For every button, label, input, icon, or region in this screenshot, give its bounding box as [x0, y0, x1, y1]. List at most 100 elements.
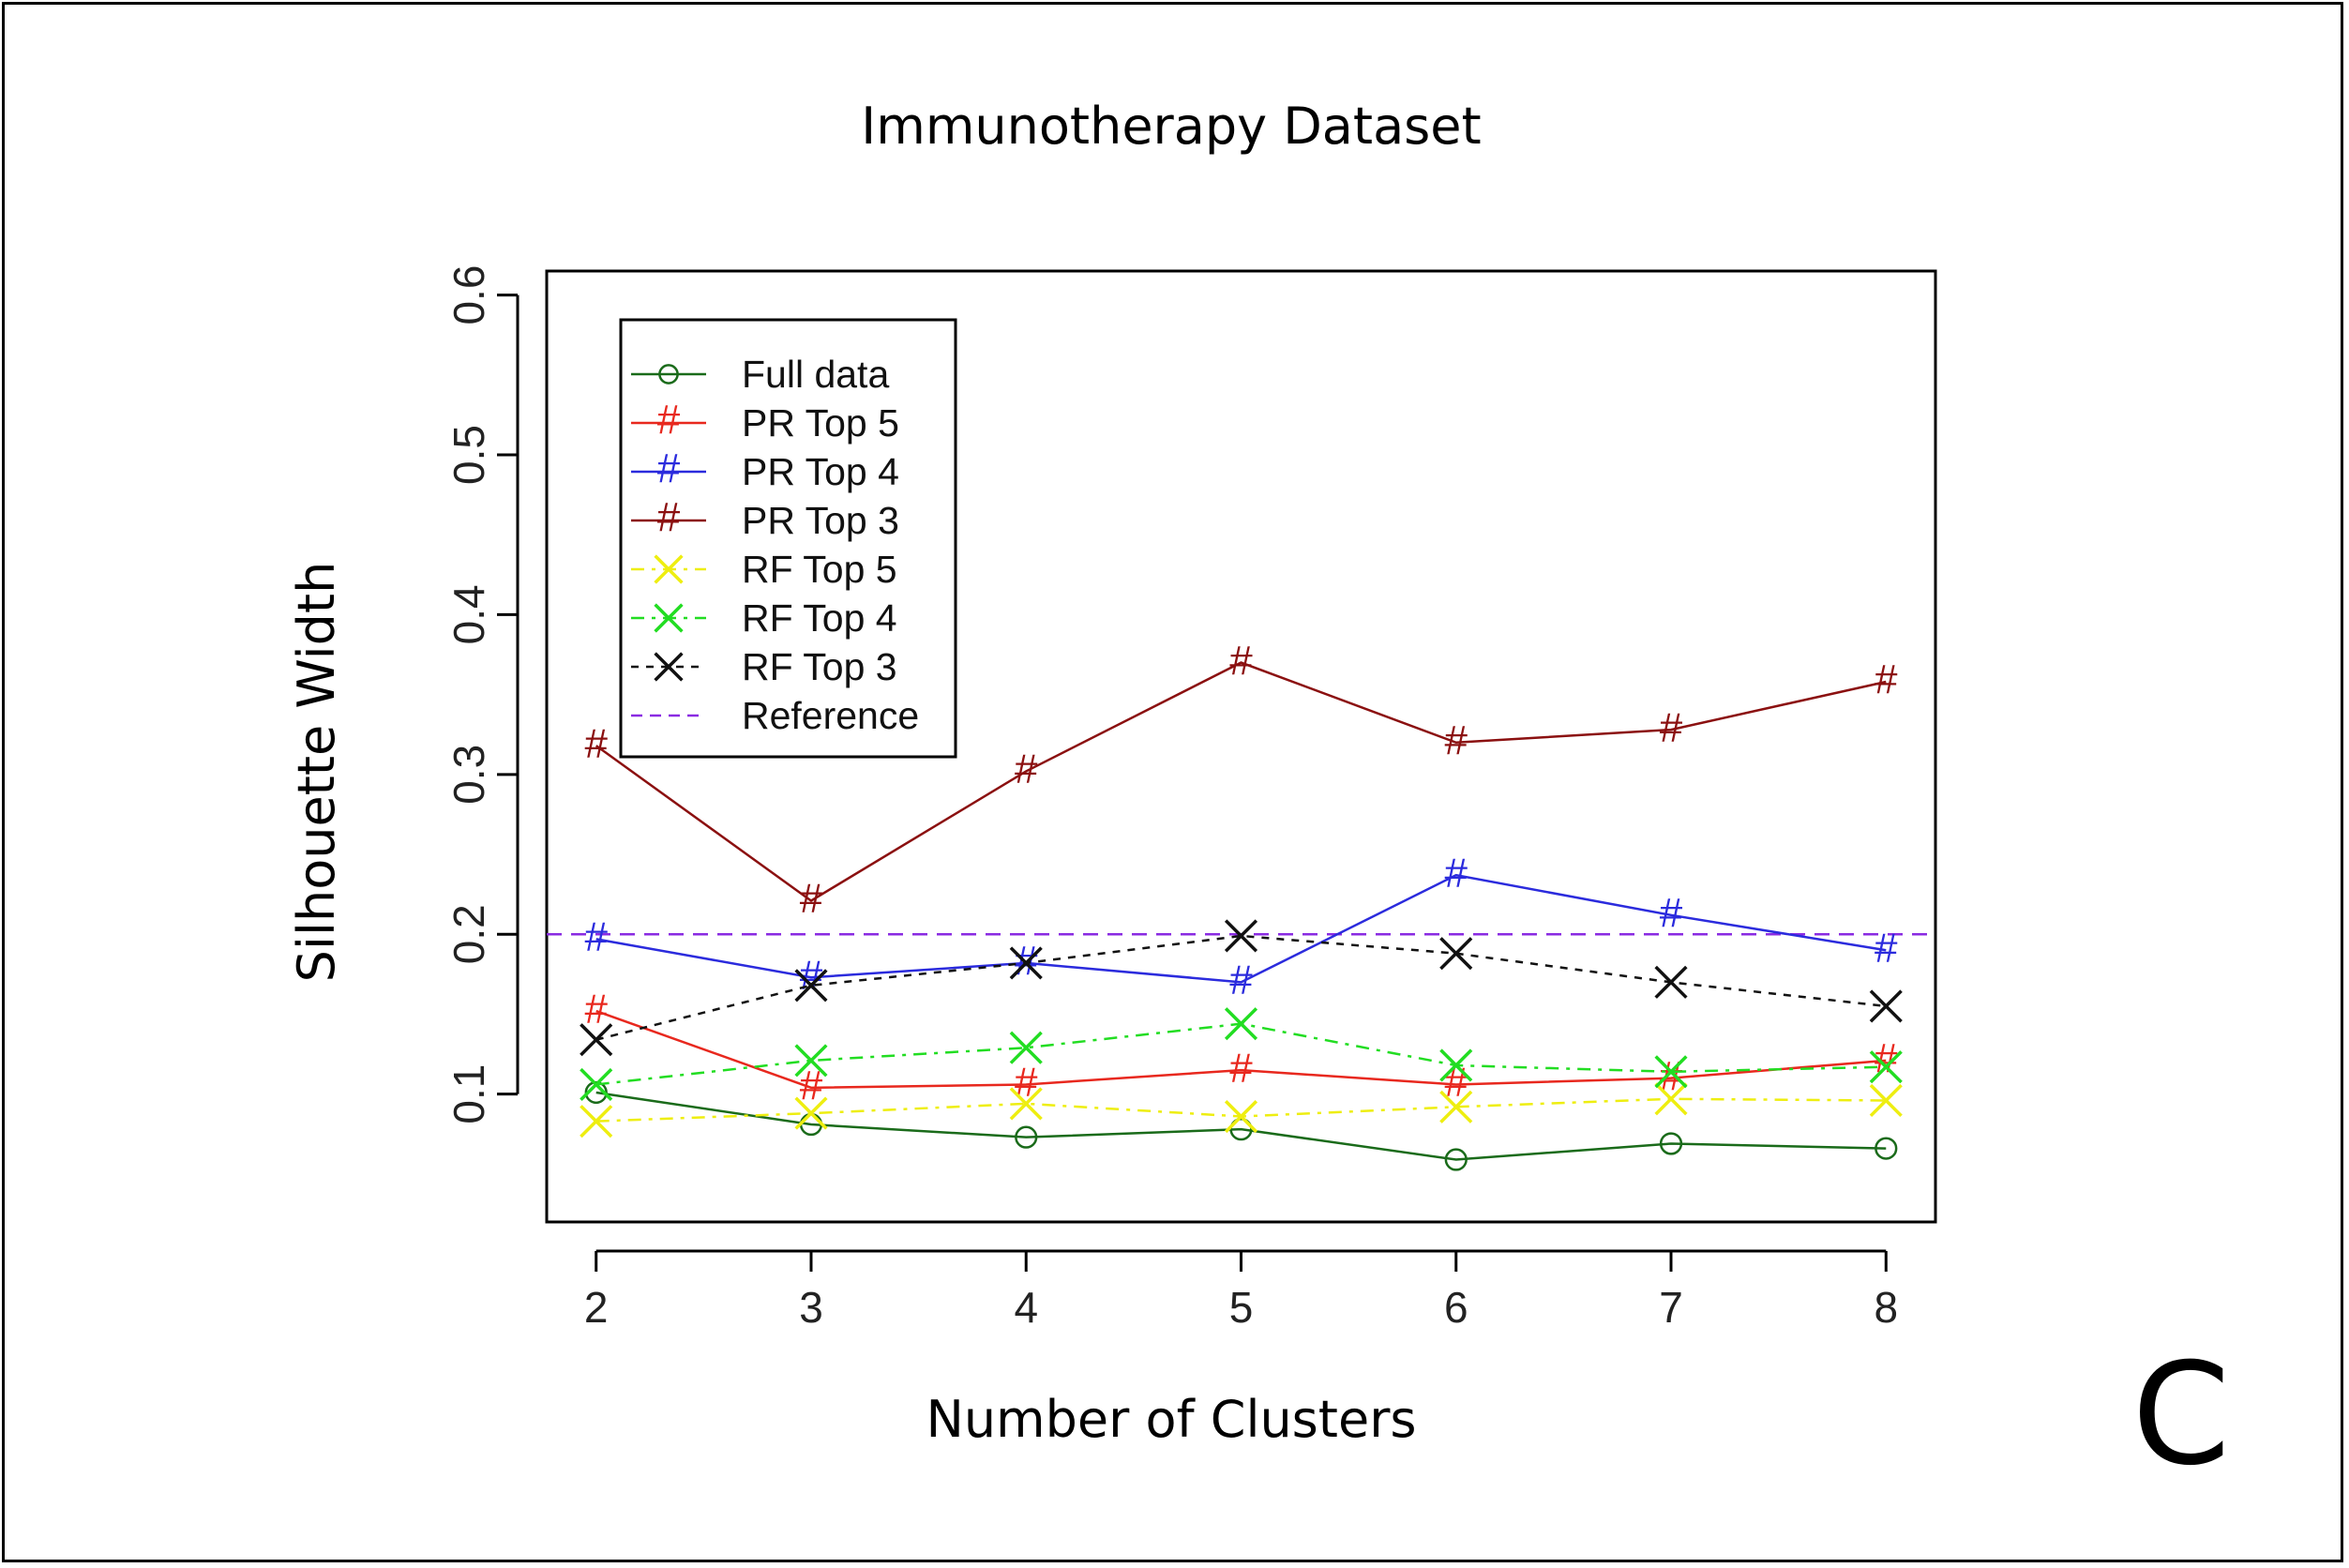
- data-point-stroke: [1654, 965, 1688, 999]
- data-point: [1869, 1083, 1903, 1118]
- y-tick-label: 0.2: [444, 904, 493, 964]
- data-point: #: [1015, 746, 1038, 792]
- data-point: #: [657, 494, 681, 540]
- data-point: #: [1015, 1060, 1038, 1106]
- data-point: [1439, 1090, 1473, 1123]
- series-layer: #####################: [580, 638, 1903, 1171]
- data-point: #: [1445, 850, 1468, 896]
- legend: Full data # PR Top 5 # PR Top 4 # PR Top 3 RF T…: [619, 318, 957, 759]
- series-6: [580, 919, 1903, 1057]
- data-point: [1439, 1048, 1473, 1082]
- data-point: [580, 1105, 613, 1138]
- data-point: #: [657, 397, 681, 443]
- x-axis-title: Number of Clusters: [926, 1390, 1416, 1449]
- panel-label: C: [2132, 1334, 2231, 1497]
- data-point-stroke: [1869, 1050, 1903, 1084]
- legend-label: Reference: [742, 694, 919, 737]
- chart-title: Immunotherapy Dataset: [861, 97, 1481, 156]
- legend-label: Full data: [742, 353, 889, 396]
- data-point: [1009, 1031, 1043, 1064]
- data-point: #: [657, 445, 681, 491]
- data-point-stroke: [1869, 989, 1903, 1023]
- data-point-stroke: [1439, 937, 1473, 971]
- legend-label: RF Top 4: [742, 596, 897, 640]
- data-point: #: [1445, 717, 1468, 763]
- data-point-stroke: [794, 1096, 828, 1130]
- data-point: [654, 652, 684, 682]
- x-axis: 2 3 4 5 6 7 8: [584, 1249, 1898, 1332]
- series-0: [584, 1080, 1898, 1171]
- y-tick-label: 0.3: [444, 745, 493, 805]
- data-point: [1875, 1137, 1898, 1160]
- data-point-stroke: [1869, 1083, 1903, 1118]
- data-point-stroke: [1224, 1007, 1258, 1041]
- data-point: #: [1660, 704, 1683, 750]
- data-point-stroke: [1654, 1082, 1688, 1116]
- legend-label: PR Top 5: [742, 401, 899, 445]
- data-point: [794, 1096, 828, 1130]
- x-tick-label: 7: [1659, 1283, 1683, 1332]
- data-point-stroke: [1009, 1031, 1043, 1064]
- series-line: [595, 1009, 1887, 1090]
- data-point: [1659, 1132, 1683, 1155]
- data-point: [794, 969, 828, 1003]
- legend-items: Full data # PR Top 5 # PR Top 4 # PR Top 3 RF T…: [631, 353, 919, 737]
- legend-box: [619, 318, 957, 759]
- y-tick-label: 0.6: [444, 265, 493, 325]
- data-point: [1015, 1125, 1038, 1149]
- data-point: [654, 554, 684, 584]
- data-point: [1444, 1148, 1468, 1171]
- data-point: #: [1875, 656, 1898, 702]
- data-point: #: [800, 876, 823, 922]
- data-point: [1224, 919, 1258, 953]
- data-point-stroke: [654, 554, 684, 584]
- series-2: #######: [584, 850, 1898, 1003]
- x-tick-label: 8: [1874, 1283, 1898, 1332]
- data-point-stroke: [1009, 1087, 1043, 1121]
- data-point: [1224, 1099, 1258, 1134]
- data-point: [1654, 1055, 1688, 1089]
- series-4: [580, 1082, 1903, 1138]
- data-point: #: [1229, 638, 1253, 684]
- y-tick-label: 0.4: [444, 584, 493, 644]
- data-point: #: [1875, 926, 1898, 972]
- series-line: [595, 661, 1887, 902]
- legend-label: RF Top 3: [742, 645, 897, 688]
- data-point: [658, 364, 679, 384]
- data-point: #: [1660, 890, 1683, 936]
- x-tick-label: 2: [584, 1283, 609, 1332]
- data-point: [1869, 989, 1903, 1023]
- data-point-stroke: [1654, 1055, 1688, 1089]
- data-point-stroke: [1439, 1090, 1473, 1123]
- data-point-stroke: [794, 969, 828, 1003]
- data-point: [654, 603, 684, 633]
- data-point: [1229, 1118, 1253, 1141]
- data-point: [1654, 965, 1688, 999]
- data-point-stroke: [654, 603, 684, 633]
- data-point-stroke: [580, 1105, 613, 1138]
- data-point: [1439, 937, 1473, 971]
- series-line: [595, 873, 1887, 984]
- data-point: [794, 1044, 828, 1078]
- data-point: #: [584, 986, 608, 1032]
- data-point: [1009, 1087, 1043, 1121]
- data-point-stroke: [580, 1023, 613, 1057]
- data-point: #: [584, 914, 608, 960]
- x-tick-label: 4: [1014, 1283, 1038, 1332]
- x-tick-label: 5: [1229, 1283, 1254, 1332]
- plot-area-border: [545, 269, 1937, 1224]
- data-point: [1654, 1082, 1688, 1116]
- data-point-stroke: [794, 1044, 828, 1078]
- legend-label: PR Top 4: [742, 450, 899, 493]
- legend-label: PR Top 3: [742, 499, 899, 542]
- data-point-stroke: [1439, 1048, 1473, 1082]
- y-axis: 0.1 0.2 0.3 0.4 0.5 0.6: [444, 265, 519, 1124]
- data-point-stroke: [1224, 1099, 1258, 1134]
- data-point: [1224, 1007, 1258, 1041]
- data-point: [580, 1023, 613, 1057]
- series-1: ## # # # # #: [584, 986, 1898, 1108]
- data-point: [1869, 1050, 1903, 1084]
- y-axis-title: Silhouette Width: [287, 562, 346, 983]
- data-point: [1009, 946, 1043, 980]
